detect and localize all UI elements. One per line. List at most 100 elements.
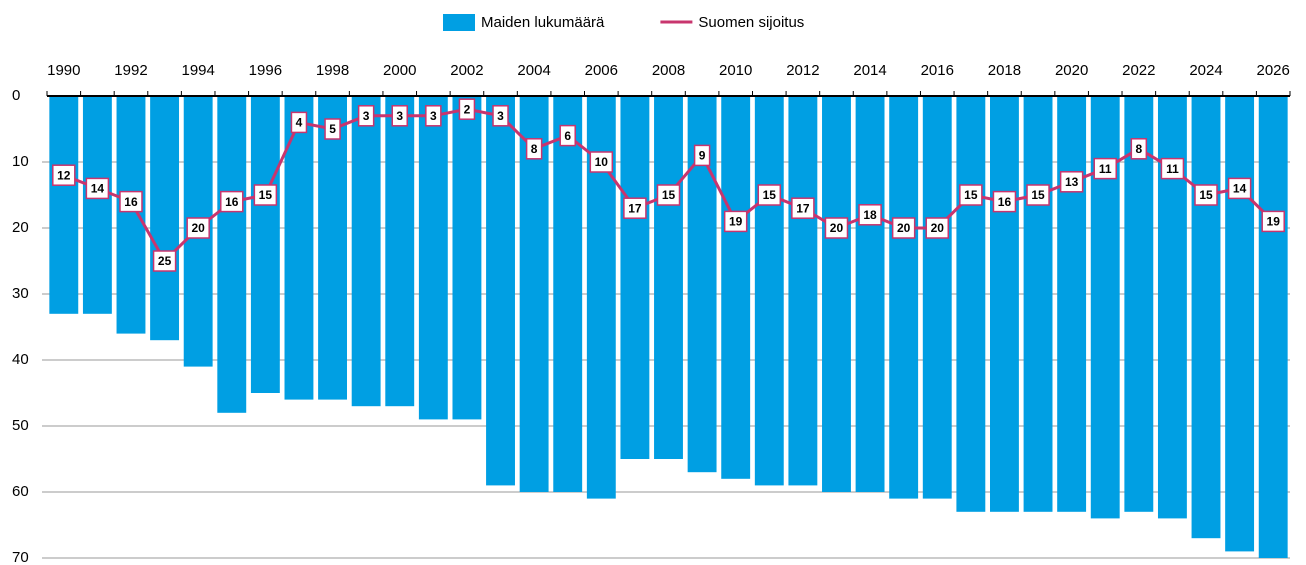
data-label: 16: [124, 195, 138, 209]
x-tick-label: 2012: [786, 62, 819, 79]
marker: [959, 184, 983, 206]
data-label: 3: [430, 109, 437, 123]
bar: [82, 96, 112, 314]
bar: [754, 96, 784, 486]
bar: [49, 96, 79, 314]
marker: [589, 151, 614, 173]
bar: [1191, 96, 1221, 539]
marker: [391, 105, 408, 127]
marker: [693, 144, 711, 167]
data-label: 14: [91, 182, 105, 196]
x-tick-label: 2022: [1122, 62, 1155, 79]
marker: [858, 204, 882, 226]
data-label: 15: [1031, 188, 1045, 202]
data-label: 9: [699, 149, 706, 163]
bar: [385, 96, 415, 407]
x-tick-label: 2004: [517, 62, 550, 79]
bar: [351, 96, 381, 407]
bar: [250, 96, 280, 393]
marker: [1160, 157, 1185, 180]
data-label: 19: [1267, 215, 1281, 229]
marker: [152, 250, 177, 272]
y-tick-label: 40: [12, 351, 29, 368]
marker: [253, 184, 278, 206]
marker: [220, 190, 244, 213]
x-tick-label: 2002: [450, 62, 483, 79]
marker: [891, 217, 916, 239]
marker: [290, 111, 308, 134]
legend-label: Suomen sijoitus: [698, 14, 804, 31]
data-label: 11: [1099, 162, 1112, 176]
marker: [324, 118, 341, 140]
bar: [822, 96, 851, 492]
bar: [620, 96, 650, 459]
data-label: 6: [564, 129, 571, 143]
bar: [990, 96, 1019, 512]
data-label: 8: [531, 142, 538, 156]
bar: [1057, 96, 1087, 512]
bar: [318, 96, 347, 400]
marker: [1194, 184, 1218, 206]
marker: [525, 138, 543, 160]
bar: [889, 96, 919, 499]
data-label: 15: [964, 188, 978, 202]
bar: [116, 96, 146, 334]
bar: [1258, 96, 1288, 558]
x-tick-label: 1998: [316, 62, 349, 79]
y-tick-label: 70: [12, 549, 29, 565]
data-label: 15: [763, 188, 777, 202]
marker: [119, 190, 143, 213]
bar: [1124, 96, 1154, 512]
data-label: 15: [1199, 188, 1213, 202]
bar: [922, 96, 952, 499]
x-tick-label: 2014: [853, 62, 886, 79]
bar: [1023, 96, 1053, 512]
x-tick-label: 1996: [249, 62, 282, 79]
x-tick-label: 2000: [383, 62, 416, 79]
data-label: 20: [897, 221, 911, 235]
x-tick-label: 2020: [1055, 62, 1088, 79]
data-label: 15: [259, 188, 273, 202]
bar: [956, 96, 986, 512]
marker: [1227, 177, 1252, 200]
x-tick-label: 1992: [114, 62, 147, 79]
marker: [52, 164, 76, 186]
y-tick-label: 60: [12, 483, 29, 500]
data-label: 10: [595, 155, 609, 169]
y-tick-label: 0: [12, 87, 20, 104]
marker: [757, 184, 782, 206]
data-label: 5: [329, 122, 336, 136]
marker: [791, 197, 815, 219]
x-tick-label: 2008: [652, 62, 685, 79]
data-label: 11: [1166, 162, 1179, 176]
x-tick-label: 1990: [47, 62, 80, 79]
marker: [458, 98, 476, 120]
x-tick-label: 2006: [585, 62, 618, 79]
bar: [654, 96, 683, 459]
bar: [855, 96, 885, 492]
x-tick-label: 1994: [181, 62, 214, 79]
marker: [1130, 138, 1148, 160]
bar: [486, 96, 515, 486]
data-label: 25: [158, 254, 172, 268]
data-label: 15: [662, 188, 676, 202]
marker: [425, 105, 442, 127]
bar: [150, 96, 180, 341]
data-label: 3: [497, 109, 504, 123]
x-tick-label: 2016: [921, 62, 954, 79]
bar: [553, 96, 583, 492]
x-tick-label: 2010: [719, 62, 752, 79]
bar: [217, 96, 247, 413]
legend-swatch: [443, 14, 475, 31]
marker: [1026, 184, 1050, 206]
y-tick-label: 10: [12, 153, 29, 170]
bar: [788, 96, 818, 486]
data-label: 19: [729, 215, 743, 229]
marker: [492, 105, 509, 127]
legend-label: Maiden lukumäärä: [481, 14, 605, 31]
data-label: 13: [1065, 175, 1079, 189]
data-label: 8: [1135, 142, 1142, 156]
marker: [186, 217, 210, 239]
data-label: 14: [1233, 182, 1247, 196]
